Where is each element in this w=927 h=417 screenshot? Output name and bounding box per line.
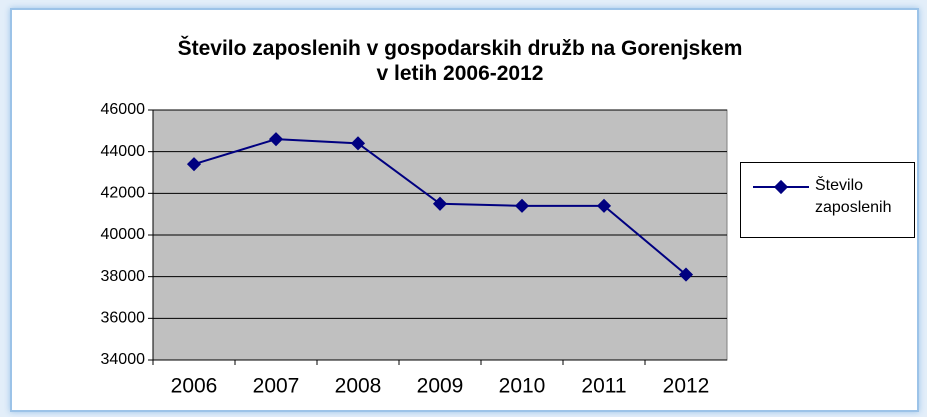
x-tick-label: 2008 [335,375,382,398]
y-tick-label: 42000 [101,185,146,202]
legend-marker [773,179,789,195]
point-marker [514,198,530,213]
x-tick-label: 2010 [499,375,546,398]
x-tick-label: 2009 [417,375,464,398]
legend-swatch [753,179,809,195]
x-tick-label: 2011 [581,375,626,398]
y-tick-label: 46000 [101,101,146,118]
point-marker [186,157,202,172]
y-tick-label: 44000 [101,143,146,160]
x-tick-label: 2006 [171,375,218,398]
legend-label: Število zaposlenih [815,177,892,216]
x-tick-label: 2012 [663,375,710,398]
point-marker [596,198,612,213]
x-tick-label: 2007 [253,375,300,398]
y-tick-label: 36000 [101,310,146,327]
point-marker [350,136,366,151]
point-marker [432,196,448,211]
point-marker [678,267,694,282]
chart-title: Število zaposlenih v gospodarskih družb … [177,37,743,85]
legend: Število zaposlenih [740,162,915,238]
y-tick-label: 40000 [101,226,146,243]
y-tick-label: 38000 [101,268,146,285]
y-tick-label: 34000 [101,351,146,368]
point-marker [268,132,284,147]
